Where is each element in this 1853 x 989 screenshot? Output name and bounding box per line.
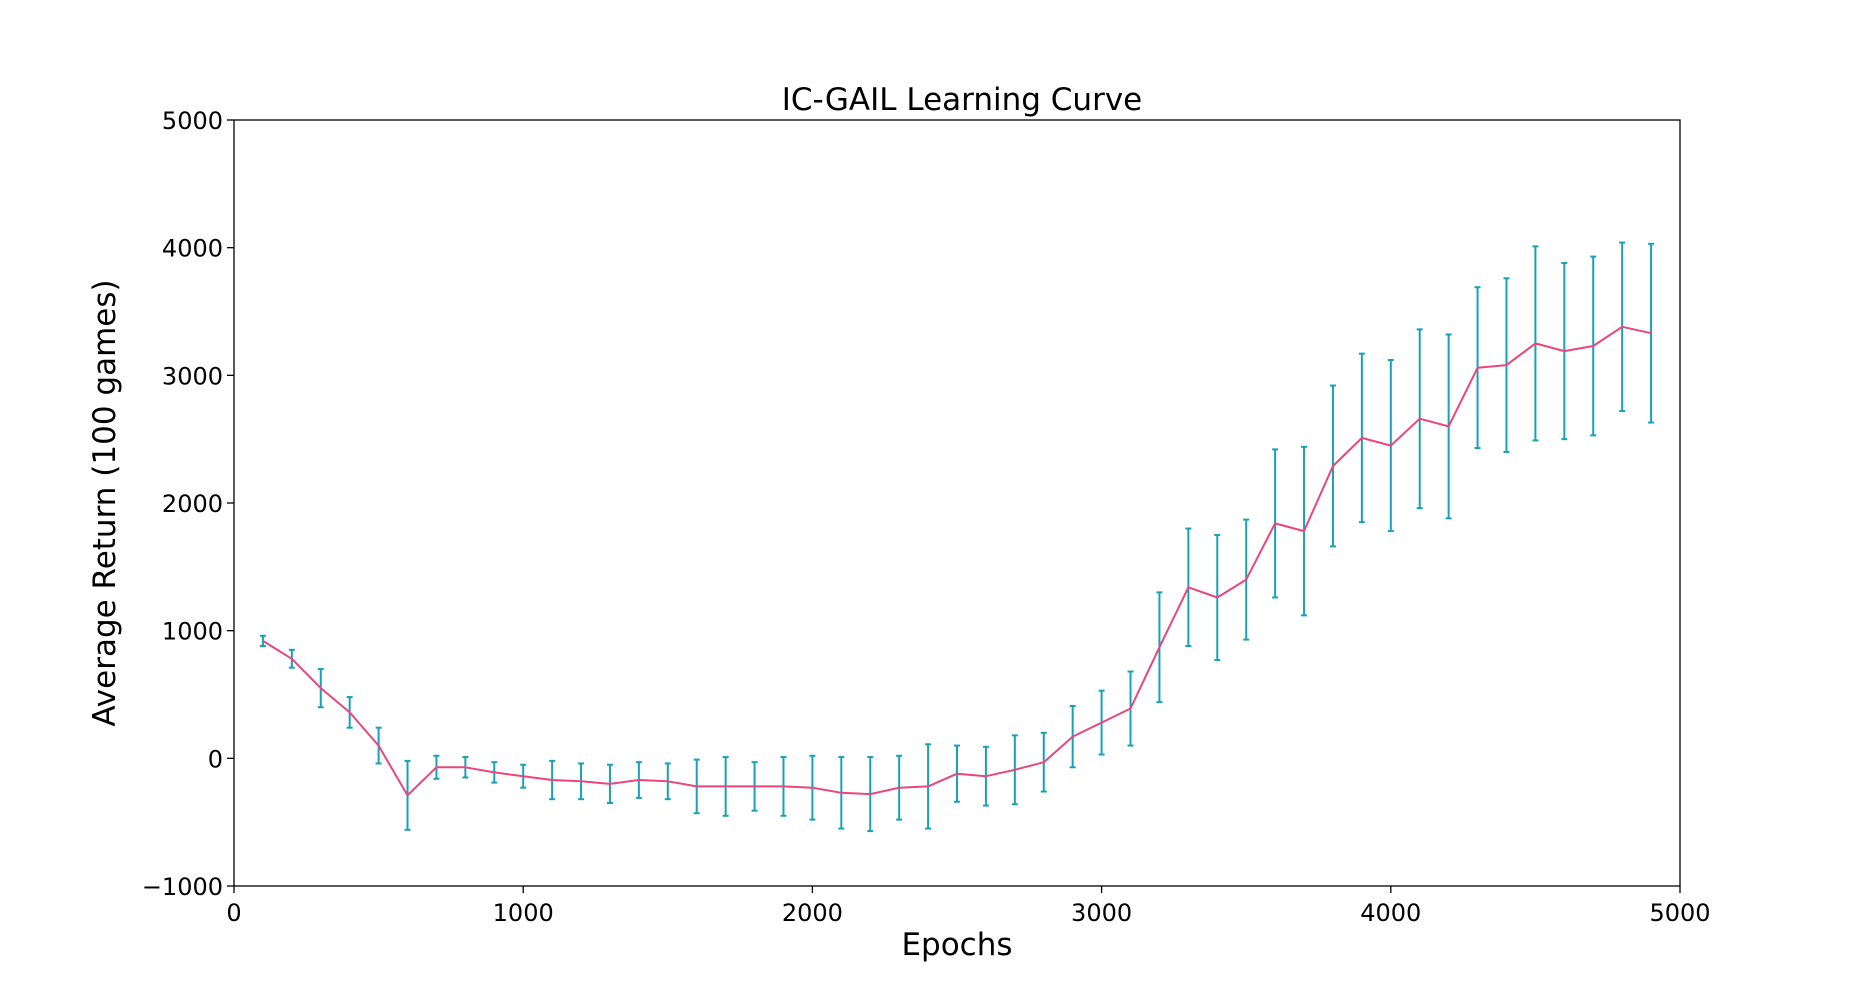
y-tick-label: 2000	[162, 490, 223, 518]
y-tick-label: 3000	[162, 362, 223, 390]
plot-frame	[233, 119, 1681, 887]
ticks-layer: 0 1000 2000 3000 4000 5000−100001000200030004…	[142, 107, 1711, 927]
x-tick-label: 1000	[493, 899, 554, 927]
chart-title: IC-GAIL Learning Curve	[782, 82, 1143, 118]
x-tick-label: 2000	[782, 899, 843, 927]
y-tick-label: −1000	[142, 873, 223, 901]
x-tick-label: 4000	[1360, 899, 1421, 927]
y-tick-label: 5000	[162, 107, 223, 135]
y-tick-label: 0	[208, 745, 223, 773]
x-axis-label: Epochs	[901, 927, 1012, 963]
plot-layer	[259, 241, 1655, 833]
y-axis-label: Average Return (100 games)	[87, 279, 123, 726]
series-line	[262, 325, 1652, 797]
x-tick-label: 3000	[1071, 899, 1132, 927]
x-tick-label: 5000	[1649, 899, 1710, 927]
x-tick-label: 0	[226, 899, 241, 927]
y-tick-label: 1000	[162, 618, 223, 646]
y-tick-label: 4000	[162, 235, 223, 263]
